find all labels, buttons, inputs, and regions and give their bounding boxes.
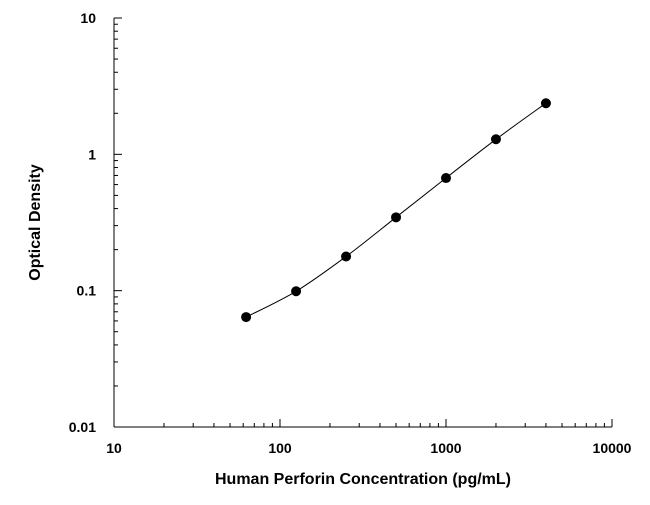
y-axis-minor-ticks <box>114 23 118 387</box>
x-tick-label: 1000 <box>430 440 461 456</box>
y-tick-label: 10 <box>80 10 96 26</box>
data-point <box>341 251 352 262</box>
x-tick-label: 100 <box>268 440 292 456</box>
y-tick-label: 1 <box>88 146 96 162</box>
data-points <box>241 98 551 323</box>
x-axis-minor-ticks <box>163 423 605 427</box>
y-tick-label: 0.1 <box>77 283 97 299</box>
data-point <box>391 212 402 223</box>
y-axis-major-ticks <box>114 17 122 428</box>
data-point <box>540 98 551 109</box>
data-point <box>241 312 252 323</box>
x-axis-major-ticks <box>113 419 613 427</box>
x-axis-label: Human Perforin Concentration (pg/mL) <box>215 471 511 488</box>
data-point <box>490 134 501 145</box>
x-tick-label: 10 <box>106 440 122 456</box>
x-axis-tick-labels: 10 100 1000 10000 <box>106 440 631 456</box>
y-axis-label: Optical Density <box>27 164 44 281</box>
data-point <box>441 173 451 184</box>
fit-curve <box>245 102 547 318</box>
x-tick-label: 10000 <box>593 440 632 456</box>
y-tick-label: 0.01 <box>69 419 96 435</box>
y-axis-tick-labels: 0.01 0.1 1 10 <box>69 10 96 435</box>
data-point <box>291 286 302 297</box>
